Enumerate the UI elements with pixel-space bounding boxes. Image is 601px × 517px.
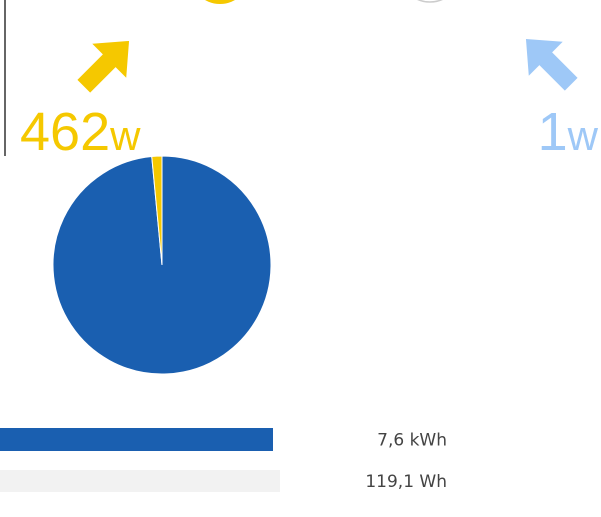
grid-arrow [525,38,578,91]
solar-power: 462w [20,102,141,162]
solar-arrow [77,40,130,93]
grid-power: 1w [538,102,599,162]
bar [0,428,273,451]
solar-value: 462 [20,102,110,162]
bars: 7,6 kWh 119,1 Wh [0,428,447,492]
grid-unit: w [567,112,599,159]
solar-unit: w [109,112,141,159]
bar-label: 7,6 kWh [377,431,447,451]
solar-icon [205,0,235,4]
bar [0,470,280,492]
pie-chart [52,155,272,375]
grid-value: 1 [538,102,568,162]
grid-icon [417,0,443,3]
bar-label: 119,1 Wh [365,472,447,492]
pie-slice [151,155,163,266]
